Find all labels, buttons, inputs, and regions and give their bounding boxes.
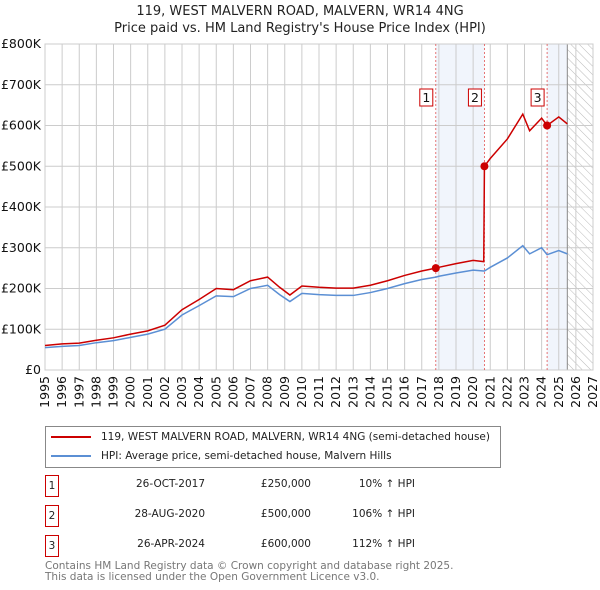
sale-label: 1 [422,90,430,105]
x-tick-label: 1998 [88,376,103,408]
x-tick-label: 2021 [482,376,497,408]
sale-hpi-change: 106% ↑ HPI [352,508,415,520]
y-tick-label: £100K [1,321,42,336]
y-tick-label: £400K [1,199,42,214]
x-tick-label: 2019 [448,376,463,408]
sale-number: 3 [45,535,59,557]
x-tick-label: 2005 [208,376,223,408]
chart-subtitle: Price paid vs. HM Land Registry's House … [114,21,486,36]
y-tick-label: £500K [1,158,42,173]
y-tick-label: £700K [1,77,42,92]
footer: Contains HM Land Registry data © Crown c… [45,561,453,583]
sale-label: 2 [471,90,479,105]
chart-title: 119, WEST MALVERN ROAD, MALVERN, WR14 4N… [136,4,464,19]
x-tick-label: 2007 [243,376,258,408]
x-tick-label: 2026 [568,376,583,408]
x-tick-label: 1997 [71,376,86,408]
sale-number: 1 [45,475,59,497]
x-tick-label: 2023 [517,376,532,408]
sale-label-box [419,88,434,107]
x-tick-label: 2018 [431,376,446,408]
sale-date: 26-APR-2024 [137,538,205,550]
x-tick-label: 2008 [260,376,275,408]
sale-number: 2 [45,505,59,527]
x-tick-label: 2017 [414,376,429,408]
sale-hpi-change: 112% ↑ HPI [352,538,415,550]
sale-hpi-change: 10% ↑ HPI [358,478,415,490]
x-tick-label: 1995 [37,376,52,408]
y-tick-label: £300K [1,240,42,255]
x-tick-label: 1996 [54,376,69,408]
x-tick-label: 2012 [328,376,343,408]
x-tick-label: 2014 [362,376,377,408]
sale-date: 28-AUG-2020 [134,508,205,520]
legend-hpi: HPI: Average price, semi-detached house,… [101,450,392,462]
y-tick-label: £0 [25,362,41,377]
sale-price: £600,000 [260,538,311,550]
sale-point [543,121,552,130]
sale-label: 3 [534,90,542,105]
x-tick-label: 1999 [106,376,121,408]
legend-red-line [51,436,91,438]
sale-label-box [467,88,482,107]
y-tick-label: £200K [1,281,42,296]
sale-date: 26-OCT-2017 [136,478,205,490]
sale-price: £500,000 [260,508,311,520]
sale-label-box [530,88,545,107]
x-tick-label: 2011 [311,376,326,408]
sale-price: £250,000 [260,478,311,490]
property-price-line [44,112,568,347]
x-tick-label: 2024 [534,376,549,408]
sale-point [480,162,489,171]
x-tick-label: 2016 [397,376,412,408]
sale-point [431,264,440,273]
x-tick-label: 2022 [499,376,514,408]
x-tick-label: 2004 [191,376,206,408]
x-tick-label: 2015 [380,376,395,408]
legend-property: 119, WEST MALVERN ROAD, MALVERN, WR14 4N… [101,431,490,443]
x-tick-label: 2010 [294,376,309,408]
plot-frame [44,43,594,371]
x-tick-label: 2001 [140,376,155,408]
x-tick-label: 2020 [465,376,480,408]
x-tick-label: 2003 [174,376,189,408]
x-tick-label: 2002 [157,376,172,408]
x-tick-label: 2000 [123,376,138,408]
legend-blue-line [51,455,91,457]
x-tick-label: 2006 [225,376,240,408]
sale-row: 1 26-OCT-2017 £250,000 10% ↑ HPI [45,475,545,499]
footer-line-2: This data is licensed under the Open Gov… [45,571,380,583]
hpi-line [44,244,568,349]
y-tick-label: £600K [1,118,42,133]
x-tick-label: 2009 [277,376,292,408]
x-tick-label: 2013 [345,376,360,408]
price-chart: £0 £100K £200K £300K £400K £500K £600K £700K £80… [1,36,600,408]
legend: 119, WEST MALVERN ROAD, MALVERN, WR14 4N… [45,426,501,468]
y-tick-label: £800K [1,36,42,51]
sale-row: 2 28-AUG-2020 £500,000 106% ↑ HPI [45,505,545,529]
sale-row: 3 26-APR-2024 £600,000 112% ↑ HPI [45,535,545,559]
footer-line-1: Contains HM Land Registry data © Crown c… [45,560,454,572]
x-tick-label: 2025 [551,376,566,408]
x-tick-label: 2027 [585,376,600,408]
